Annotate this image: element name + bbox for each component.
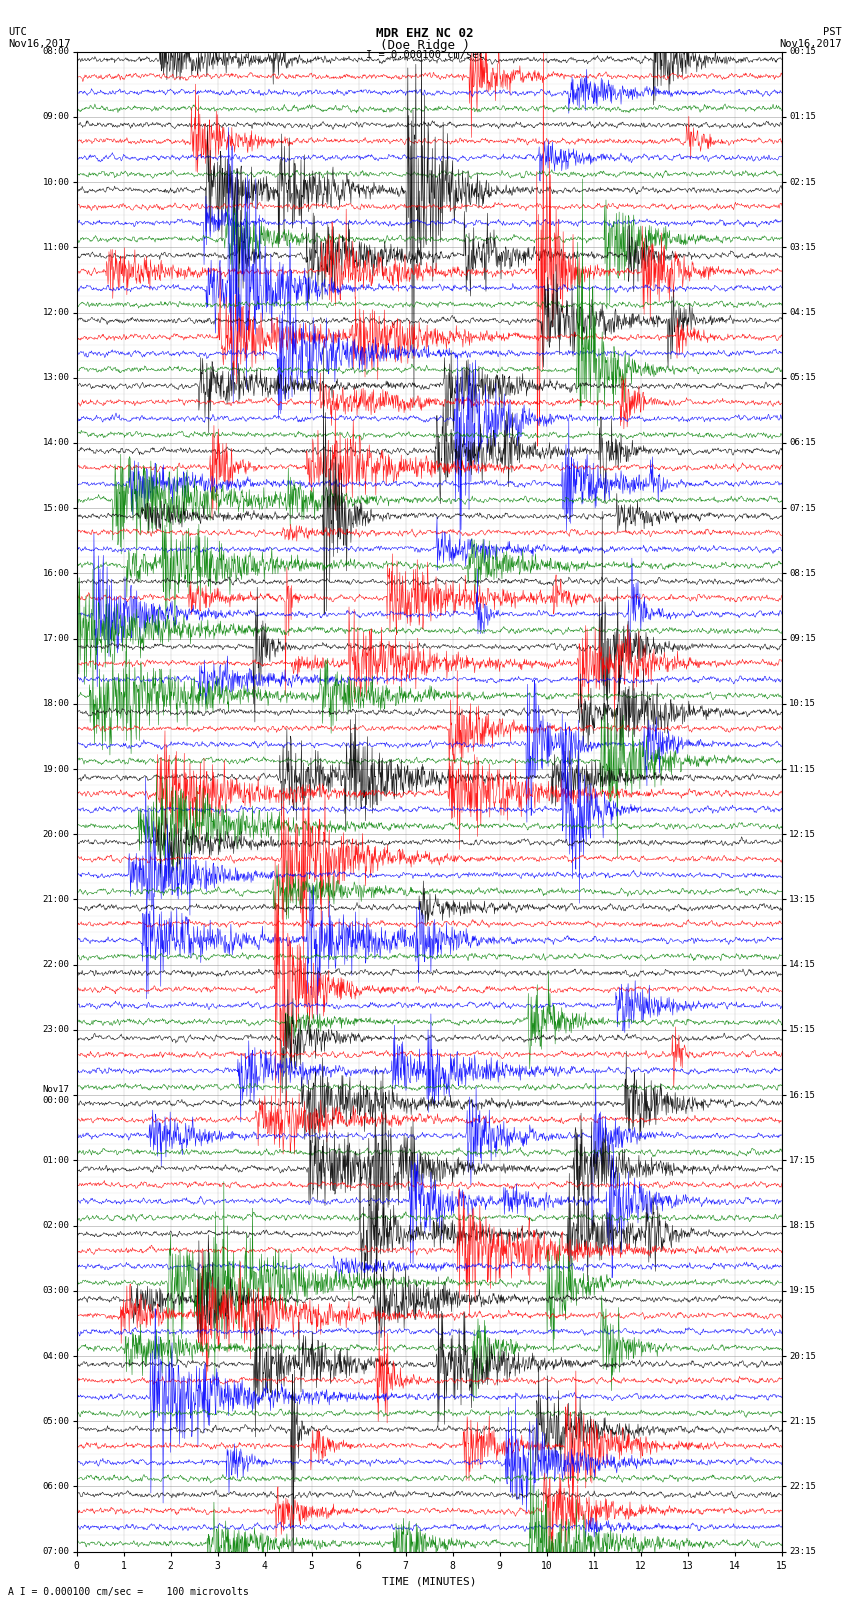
Text: MDR EHZ NC 02: MDR EHZ NC 02 <box>377 27 473 40</box>
Text: A I = 0.000100 cm/sec =    100 microvolts: A I = 0.000100 cm/sec = 100 microvolts <box>8 1587 249 1597</box>
Text: I = 0.000100 cm/sec: I = 0.000100 cm/sec <box>366 50 484 60</box>
Text: (Doe Ridge ): (Doe Ridge ) <box>380 39 470 52</box>
X-axis label: TIME (MINUTES): TIME (MINUTES) <box>382 1576 477 1586</box>
Text: PST
Nov16,2017: PST Nov16,2017 <box>779 27 842 48</box>
Text: UTC
Nov16,2017: UTC Nov16,2017 <box>8 27 71 48</box>
